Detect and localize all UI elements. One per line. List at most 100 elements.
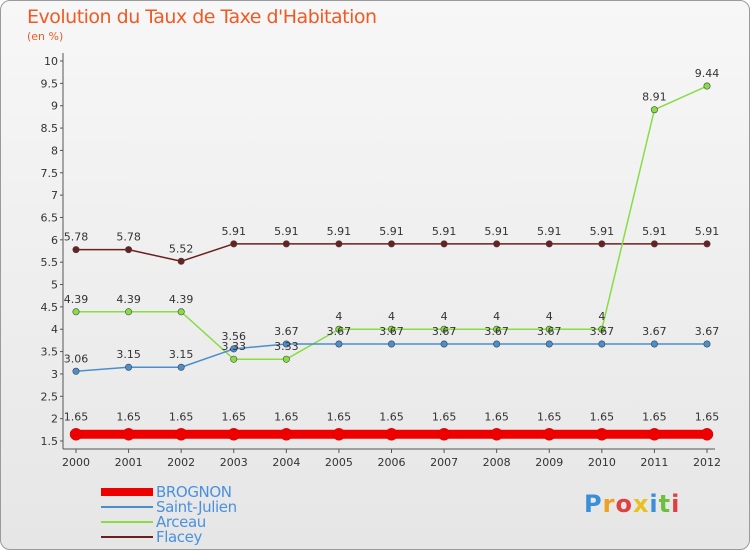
x-tick-label: 2011 <box>640 456 668 469</box>
data-point <box>125 363 133 371</box>
y-tick-label: 7.5 <box>41 167 59 180</box>
y-tick-label: 6 <box>51 234 58 247</box>
logo-letter: P <box>584 490 603 518</box>
data-point <box>227 428 240 441</box>
data-point <box>493 325 501 333</box>
data-label: 5.91 <box>590 225 615 238</box>
data-point <box>72 246 80 254</box>
data-label: 3.67 <box>537 325 562 338</box>
data-label: 3.15 <box>169 348 194 361</box>
data-label: 3.67 <box>327 325 352 338</box>
data-label: 4 <box>546 310 553 323</box>
data-point <box>493 340 501 348</box>
data-label: 3.67 <box>695 325 720 338</box>
data-label: 3.67 <box>484 325 509 338</box>
data-point <box>174 428 188 441</box>
x-tick-label: 2012 <box>693 456 721 469</box>
data-label: 5.78 <box>64 231 89 244</box>
logo-letter: i <box>671 490 681 518</box>
data-label: 1.65 <box>695 410 720 423</box>
data-label: 4.39 <box>64 293 89 306</box>
data-label: 5.91 <box>274 225 299 238</box>
x-tick-label: 2002 <box>167 456 195 469</box>
legend-label: Arceau <box>156 513 206 531</box>
data-label: 5.91 <box>484 225 509 238</box>
data-label: 3.67 <box>642 325 667 338</box>
data-label: 1.65 <box>274 410 299 423</box>
data-label: 5.91 <box>695 225 720 238</box>
data-point <box>177 308 185 316</box>
data-label: 1.65 <box>484 410 509 423</box>
data-label: 5.91 <box>222 225 247 238</box>
data-label: 1.65 <box>432 410 457 423</box>
data-label: 4 <box>493 310 500 323</box>
legend-swatch-saint-julien <box>101 506 153 508</box>
data-label: 1.65 <box>590 410 615 423</box>
data-point <box>230 355 238 363</box>
y-tick-label: 2.5 <box>41 390 59 403</box>
logo-letter: x <box>632 490 650 518</box>
data-label: 4 <box>441 310 448 323</box>
data-label: 5.52 <box>169 242 194 255</box>
data-label: 3.67 <box>379 325 404 338</box>
data-point <box>595 428 609 441</box>
data-point <box>543 428 556 441</box>
data-label: 1.65 <box>116 410 141 423</box>
data-label: 3.67 <box>274 325 299 338</box>
data-point <box>385 428 398 441</box>
logo-letter: i <box>649 490 659 518</box>
data-point <box>598 340 606 348</box>
data-label: 5.78 <box>116 231 141 244</box>
data-point <box>700 428 714 441</box>
chart-title: Evolution du Taux de Taxe d'Habitation <box>27 6 377 28</box>
data-point <box>72 308 80 316</box>
data-point <box>69 428 83 441</box>
data-label: 3.56 <box>222 330 247 343</box>
data-point <box>177 363 185 371</box>
data-point <box>230 240 238 248</box>
y-tick-label: 9 <box>51 100 58 113</box>
data-point <box>387 325 395 333</box>
y-tick-label: 8.5 <box>41 122 59 135</box>
data-point <box>125 246 133 254</box>
logo-letter: t <box>658 490 672 518</box>
data-point <box>545 325 553 333</box>
data-label: 1.65 <box>379 410 404 423</box>
data-label: 3.67 <box>432 325 457 338</box>
data-point <box>440 340 448 348</box>
x-tick-label: 2010 <box>588 456 616 469</box>
data-point <box>440 240 448 248</box>
data-label: 4.39 <box>169 293 194 306</box>
legend-swatch-brognon <box>101 488 153 496</box>
data-label: 4.39 <box>116 293 141 306</box>
data-point <box>125 308 133 316</box>
data-point <box>650 340 658 348</box>
y-tick-label: 8 <box>51 144 58 157</box>
x-tick-label: 2007 <box>430 456 458 469</box>
y-tick-label: 4 <box>51 323 58 336</box>
x-tick-label: 2001 <box>115 456 143 469</box>
data-point <box>648 428 661 441</box>
x-tick-label: 2004 <box>272 456 300 469</box>
data-label: 3.33 <box>274 340 299 353</box>
data-point <box>387 340 395 348</box>
data-point <box>282 240 290 248</box>
y-tick-label: 6.5 <box>41 211 59 224</box>
data-label: 5.91 <box>379 225 404 238</box>
data-point <box>545 340 553 348</box>
data-label: 1.65 <box>327 410 352 423</box>
data-point <box>440 325 448 333</box>
y-tick-label: 4.5 <box>41 301 59 314</box>
data-point <box>280 428 293 441</box>
unit-label: (en %) <box>27 30 64 43</box>
data-label: 8.91 <box>642 91 667 104</box>
data-point <box>335 325 343 333</box>
y-tick-label: 3 <box>51 368 58 381</box>
data-label: 5.91 <box>642 225 667 238</box>
y-tick-label: 7 <box>51 189 58 202</box>
x-tick-label: 2009 <box>535 456 563 469</box>
y-tick-label: 5.5 <box>41 256 59 269</box>
data-label: 4 <box>335 310 342 323</box>
